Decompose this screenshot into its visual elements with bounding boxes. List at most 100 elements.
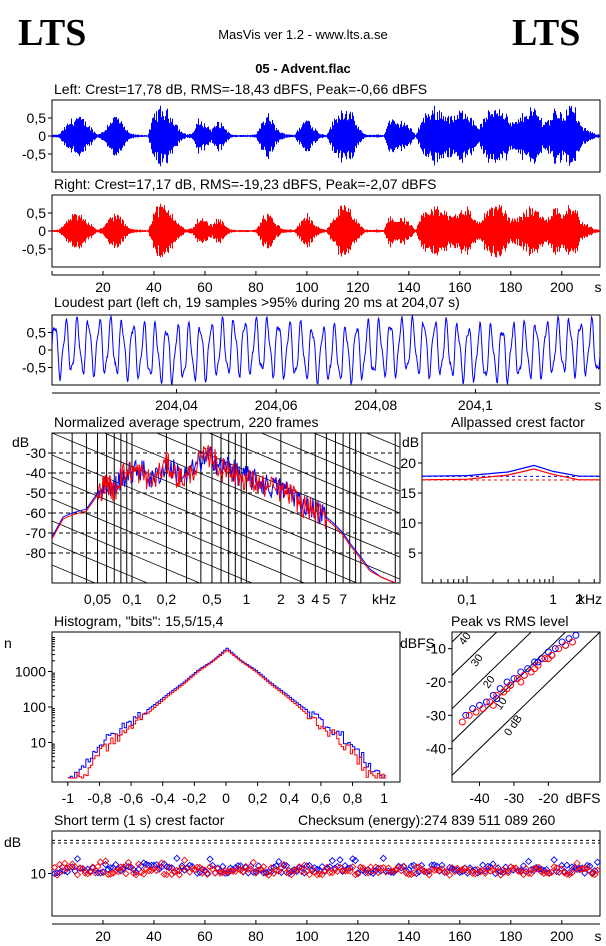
right-channel-xtick-label: 180 <box>499 279 523 295</box>
histogram-xtick-label: -0,2 <box>182 790 206 806</box>
short-crest-right-point <box>188 865 196 873</box>
short-crest-right-point <box>456 866 464 875</box>
loudest-ytick-label: 0 <box>38 342 46 358</box>
short-crest-right-point <box>175 871 184 879</box>
peak-rms-left-point <box>476 701 484 709</box>
histogram-frame <box>51 631 401 783</box>
spectrum-xtick-label: 1 <box>242 591 250 607</box>
peak-rms-left-point <box>503 678 511 686</box>
short-crest-right-point <box>570 865 579 873</box>
short-crest-right-point <box>410 869 418 877</box>
short-crest-left-point <box>593 858 602 866</box>
short-crest-right-point <box>145 867 153 875</box>
histogram-xtick-label: 1 <box>380 790 388 806</box>
peak-rms-diagonal-label: 0 dB <box>502 713 525 738</box>
short-crest-right-point <box>63 864 71 872</box>
peak-rms-left-point <box>517 668 525 676</box>
short-crest-xtick-label: 180 <box>499 928 523 944</box>
short-crest-right-point <box>440 868 449 876</box>
histogram-xtick-label: 0,8 <box>343 790 363 806</box>
spectrum-xtick-label: 5 <box>322 591 330 607</box>
short-crest-right-point <box>94 862 102 871</box>
crest-frame <box>421 432 601 584</box>
crest-right-series <box>421 468 600 481</box>
short-crest-right-point <box>522 865 530 873</box>
short-crest-right-point <box>71 863 79 871</box>
short-crest-left-point <box>379 854 387 862</box>
logo-right: LTS <box>512 12 581 54</box>
short-crest-left-point <box>351 856 359 865</box>
histogram-xtick-label: -0,4 <box>151 790 175 806</box>
crest-ylabel: dB <box>402 434 419 450</box>
short-crest-right-point <box>119 863 128 871</box>
peak-rms-right-point <box>568 638 576 646</box>
peak-rms-right-point <box>548 651 556 659</box>
histogram-xtick-label: 0,6 <box>311 790 331 806</box>
peak-rms-diagonal <box>452 632 464 643</box>
short-crest-right-point <box>61 859 69 867</box>
short-crest-right-point <box>298 867 306 876</box>
short-crest-right-point <box>379 864 387 872</box>
short-crest-right-point <box>532 865 540 873</box>
short-crest-ylabel: dB <box>4 834 21 850</box>
right-channel-ytick-label: -0,5 <box>22 241 46 257</box>
peak-rms-ylabel: dBFS <box>400 635 435 651</box>
crest-ytick-label: 20 <box>400 455 416 471</box>
peak-rms-right-point <box>520 671 528 679</box>
spectrum-ytick-label: -80 <box>26 545 46 561</box>
short-crest-left-point <box>234 862 242 870</box>
short-crest-right-point <box>481 869 489 877</box>
peak-rms-right-point <box>458 718 466 726</box>
short-crest-right-point <box>173 866 181 875</box>
spectrum-xunit: kHz <box>372 591 396 607</box>
short-crest-right-point <box>573 859 581 867</box>
short-crest-right-point <box>430 866 438 875</box>
short-crest-right-point <box>545 869 553 878</box>
histogram-right-series <box>67 649 387 779</box>
short-crest-left-point <box>175 866 184 875</box>
peak-rms-ytick-label: -20 <box>426 674 446 690</box>
right-channel-xtick-label: 140 <box>397 279 421 295</box>
short-crest-right-point <box>364 869 372 877</box>
short-crest-left-point <box>124 863 133 871</box>
short-crest-right-point <box>257 865 265 873</box>
short-crest-right-point <box>489 866 497 874</box>
spectrum-xtick-label: 2 <box>277 591 285 607</box>
short-crest-left-point <box>96 869 105 877</box>
loudest-part-title: Loudest part (left ch, 19 samples >95% d… <box>54 294 460 310</box>
short-crest-right-point <box>305 870 314 879</box>
short-crest-right-point <box>468 869 477 878</box>
short-crest-left-point <box>104 865 112 874</box>
peak-rms-right-point <box>503 685 511 693</box>
peak-rms-right-point <box>472 708 480 716</box>
spectrum-xtick-label: 0,5 <box>202 591 222 607</box>
short-crest-left-point <box>575 864 584 873</box>
short-crest-right-point <box>50 863 59 872</box>
short-crest-right-point <box>259 863 268 871</box>
short-crest-left-point <box>328 857 337 865</box>
short-crest-xtick-label: 20 <box>95 928 111 944</box>
histogram-ylabel: n <box>4 635 12 651</box>
peak-rms-frame <box>451 631 601 783</box>
short-crest-right-point <box>553 864 561 872</box>
crest-left-series <box>421 464 600 477</box>
short-crest-right-point <box>239 868 247 876</box>
left-channel-ytick-label: 0,5 <box>27 110 47 126</box>
short-crest-right-point <box>219 868 227 877</box>
peak-rms-left-point <box>565 635 573 643</box>
short-crest-left-point <box>524 857 533 866</box>
peak-rms-diagonal <box>452 632 600 776</box>
peak-rms-right-point <box>562 641 570 649</box>
peak-rms-diagonal <box>452 632 498 676</box>
short-crest-left-point <box>428 861 436 869</box>
short-crest-left-point <box>558 861 566 870</box>
right-channel-xtick-label: 120 <box>346 279 370 295</box>
short-crest-right-point <box>211 869 219 877</box>
loudest-xtick-label: 204,1 <box>458 397 493 413</box>
crest-xunit: kHz <box>578 591 602 607</box>
crest-ytick-label: 15 <box>400 485 416 501</box>
short-crest-right-point <box>588 870 596 878</box>
short-crest-left-point <box>550 856 558 864</box>
short-crest-right-point <box>486 867 495 875</box>
